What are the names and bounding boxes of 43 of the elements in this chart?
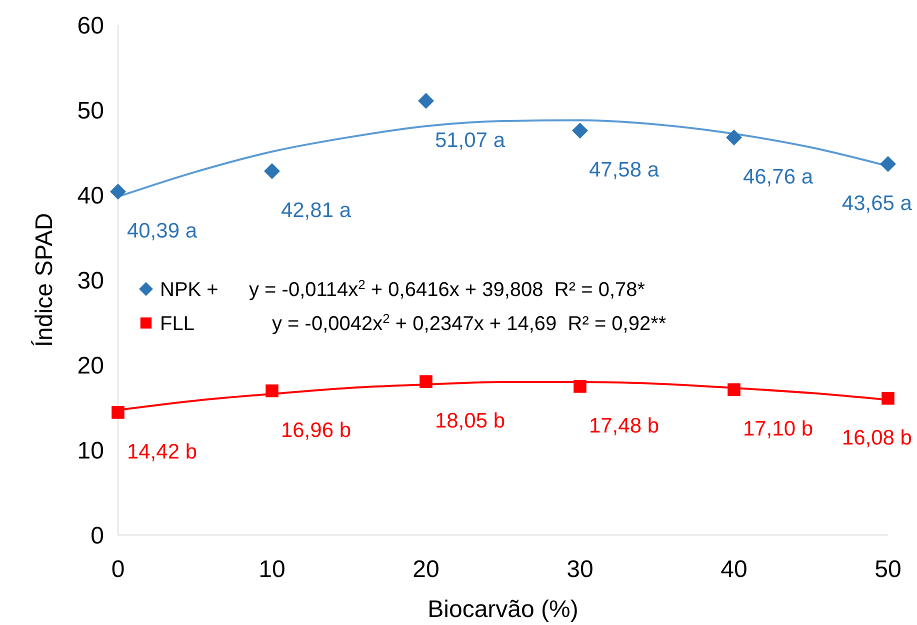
data-label: 42,81 a (280, 199, 352, 222)
y-tick-label: 50 (77, 97, 104, 124)
data-label: 40,39 a (126, 220, 198, 243)
y-tick-label: 20 (77, 352, 104, 380)
x-axis-title: Biocarvão (%) (428, 596, 578, 623)
x-tick-label: 30 (566, 556, 594, 583)
point (574, 380, 586, 393)
annotation: y = -0,0042x$^{2}$ + 0,2347x + 14,69 R² = 0,92** (272, 310, 666, 335)
y-tick-label: 40 (77, 182, 104, 210)
point (110, 184, 126, 200)
x-tick-label: 20 (412, 556, 440, 583)
point (572, 122, 588, 139)
point (726, 130, 742, 146)
point (882, 392, 894, 405)
data-label: 51,07 a (434, 128, 506, 152)
point (420, 375, 432, 388)
y-tick-label: 30 (77, 267, 104, 294)
point (264, 163, 280, 180)
y-tick-label: 10 (77, 437, 104, 464)
point (418, 92, 434, 109)
data-label: 43,65 a (842, 192, 912, 215)
data-label: 17,10 b (742, 418, 814, 441)
point (112, 406, 124, 419)
y-tick-label: 60 (77, 12, 104, 40)
data-label: 47,58 a (588, 158, 660, 182)
data-label: 16,96 b (280, 418, 352, 442)
x-tick-label: 40 (720, 556, 748, 583)
annotation: y = -0,0114x$^{2}$ + 0,6416x + 39,808 R² = 0,78* (249, 276, 646, 301)
data-label: 18,05 b (434, 410, 506, 433)
x-tick-label: 0 (111, 556, 125, 583)
point (728, 383, 740, 396)
legend-label: FLL (160, 313, 194, 335)
x-tick-label: 50 (874, 556, 902, 583)
data-label: 46,76 a (742, 166, 814, 189)
data-label: 14,42 b (126, 440, 198, 464)
data-label: 17,48 b (588, 414, 660, 438)
y-tick-label: 0 (90, 522, 104, 550)
data-label: 16,08 b (842, 426, 912, 450)
x-tick-label: 10 (258, 556, 286, 583)
legend-label: NPK + (160, 279, 218, 301)
y-axis-title: Índice SPAD (31, 212, 58, 348)
point (266, 384, 278, 398)
point (880, 156, 896, 172)
